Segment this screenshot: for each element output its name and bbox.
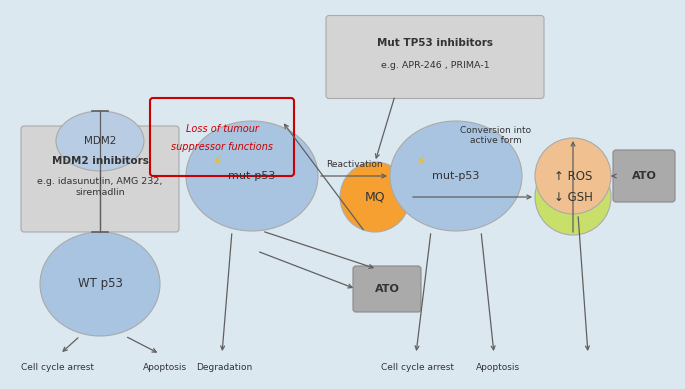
Ellipse shape xyxy=(40,232,160,336)
Circle shape xyxy=(535,138,611,214)
Text: ⚡: ⚡ xyxy=(212,154,223,168)
Text: MQ: MQ xyxy=(364,191,385,203)
Text: e.g. APR-246 , PRIMA-1: e.g. APR-246 , PRIMA-1 xyxy=(381,61,489,70)
Text: WT p53: WT p53 xyxy=(77,277,123,291)
Text: ↓ GSH: ↓ GSH xyxy=(553,191,593,203)
FancyBboxPatch shape xyxy=(613,150,675,202)
Text: MDM2: MDM2 xyxy=(84,136,116,146)
Text: ⚡: ⚡ xyxy=(416,154,426,168)
Ellipse shape xyxy=(56,111,144,171)
Text: Degradation: Degradation xyxy=(196,363,252,371)
Text: Mut TP53 inhibitors: Mut TP53 inhibitors xyxy=(377,38,493,48)
Text: Cell cycle arrest: Cell cycle arrest xyxy=(382,363,455,371)
FancyBboxPatch shape xyxy=(353,266,421,312)
Text: Apoptosis: Apoptosis xyxy=(143,363,187,371)
Text: Apoptosis: Apoptosis xyxy=(476,363,520,371)
Ellipse shape xyxy=(390,121,522,231)
Ellipse shape xyxy=(186,121,318,231)
Text: mut-p53: mut-p53 xyxy=(228,171,275,181)
FancyBboxPatch shape xyxy=(21,126,179,232)
Text: mut-p53: mut-p53 xyxy=(432,171,480,181)
Text: Cell cycle arrest: Cell cycle arrest xyxy=(21,363,95,371)
Text: ↑ ROS: ↑ ROS xyxy=(553,170,593,182)
Text: suppressor functions: suppressor functions xyxy=(171,142,273,152)
Text: ATO: ATO xyxy=(375,284,399,294)
Text: Reactivation: Reactivation xyxy=(325,159,382,168)
Text: Conversion into
active form: Conversion into active form xyxy=(460,126,531,145)
Text: Loss of tumour: Loss of tumour xyxy=(186,124,258,134)
Text: e.g. idasunutlin, AMG 232,
siremadlin: e.g. idasunutlin, AMG 232, siremadlin xyxy=(37,177,163,197)
Text: MDM2 inhibitors: MDM2 inhibitors xyxy=(51,156,149,166)
Text: ATO: ATO xyxy=(632,171,656,181)
Circle shape xyxy=(535,159,611,235)
Circle shape xyxy=(340,162,410,232)
FancyBboxPatch shape xyxy=(326,16,544,98)
